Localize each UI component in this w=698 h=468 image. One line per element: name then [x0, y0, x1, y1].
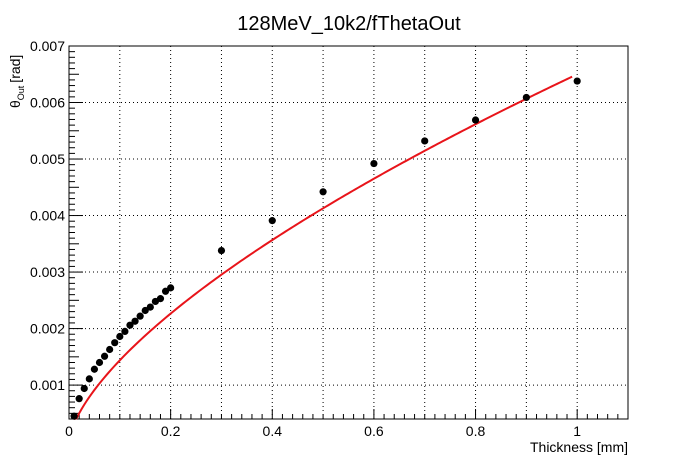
fit-curve-group	[73, 75, 573, 420]
data-point	[90, 365, 99, 373]
data-point	[126, 321, 134, 329]
data-point	[136, 312, 144, 320]
data-point	[80, 384, 88, 393]
y-tick-label: 0.002	[30, 321, 65, 337]
data-point	[131, 317, 139, 325]
data-point	[141, 306, 149, 315]
grid	[69, 46, 628, 419]
data-point	[161, 287, 170, 295]
y-tick-label: 0.007	[30, 38, 65, 54]
x-tick-label: 0.6	[364, 423, 384, 439]
axis-ticks: 0 0.2 0.4 0.6 0.8 1 0.001 0.002 0.003 0.004 0.005 0…	[30, 38, 629, 439]
data-point	[121, 327, 129, 336]
data-point	[111, 339, 119, 347]
data-point	[106, 345, 114, 354]
fit-curve	[73, 75, 573, 420]
data-point	[75, 395, 83, 403]
y-axis-label-sub: Out	[16, 85, 26, 100]
plot-frame	[68, 45, 629, 420]
data-point	[100, 352, 109, 360]
chart-title: 128MeV_10k2/fThetaOut	[237, 13, 461, 35]
y-tick-label: 0.006	[30, 95, 65, 111]
data-points	[70, 77, 581, 420]
data-point	[95, 358, 104, 367]
data-point	[370, 159, 378, 168]
y-axis-label: θOut [rad]	[7, 55, 26, 108]
x-tick-label: 0.2	[161, 423, 181, 439]
y-tick-label: 0.005	[30, 151, 65, 167]
y-tick-label: 0.004	[30, 208, 65, 224]
data-point	[85, 375, 93, 383]
x-tick-label: 0.8	[466, 423, 486, 439]
data-point	[268, 217, 276, 225]
data-point	[421, 137, 429, 145]
data-point	[146, 303, 154, 311]
y-tick-label: 0.003	[30, 264, 65, 280]
y-tick-label: 0.001	[30, 377, 65, 393]
x-tick-label: 0	[65, 423, 73, 439]
data-point	[70, 412, 78, 420]
x-axis-label: Thickness [mm]	[530, 439, 628, 455]
x-tick-label: 0.4	[263, 423, 283, 439]
svg-text:θOut[rad]: θOut [rad]	[7, 55, 26, 108]
data-point	[319, 188, 327, 196]
data-point	[156, 295, 165, 303]
data-point	[522, 93, 530, 102]
data-point	[471, 116, 480, 124]
y-axis-label-main: θ	[7, 100, 23, 108]
x-tick-label: 1	[573, 423, 581, 439]
data-point	[573, 77, 581, 85]
y-axis-label-unit: [rad]	[7, 55, 23, 83]
data-point	[167, 284, 175, 292]
data-point	[217, 246, 226, 255]
data-point	[116, 332, 124, 341]
